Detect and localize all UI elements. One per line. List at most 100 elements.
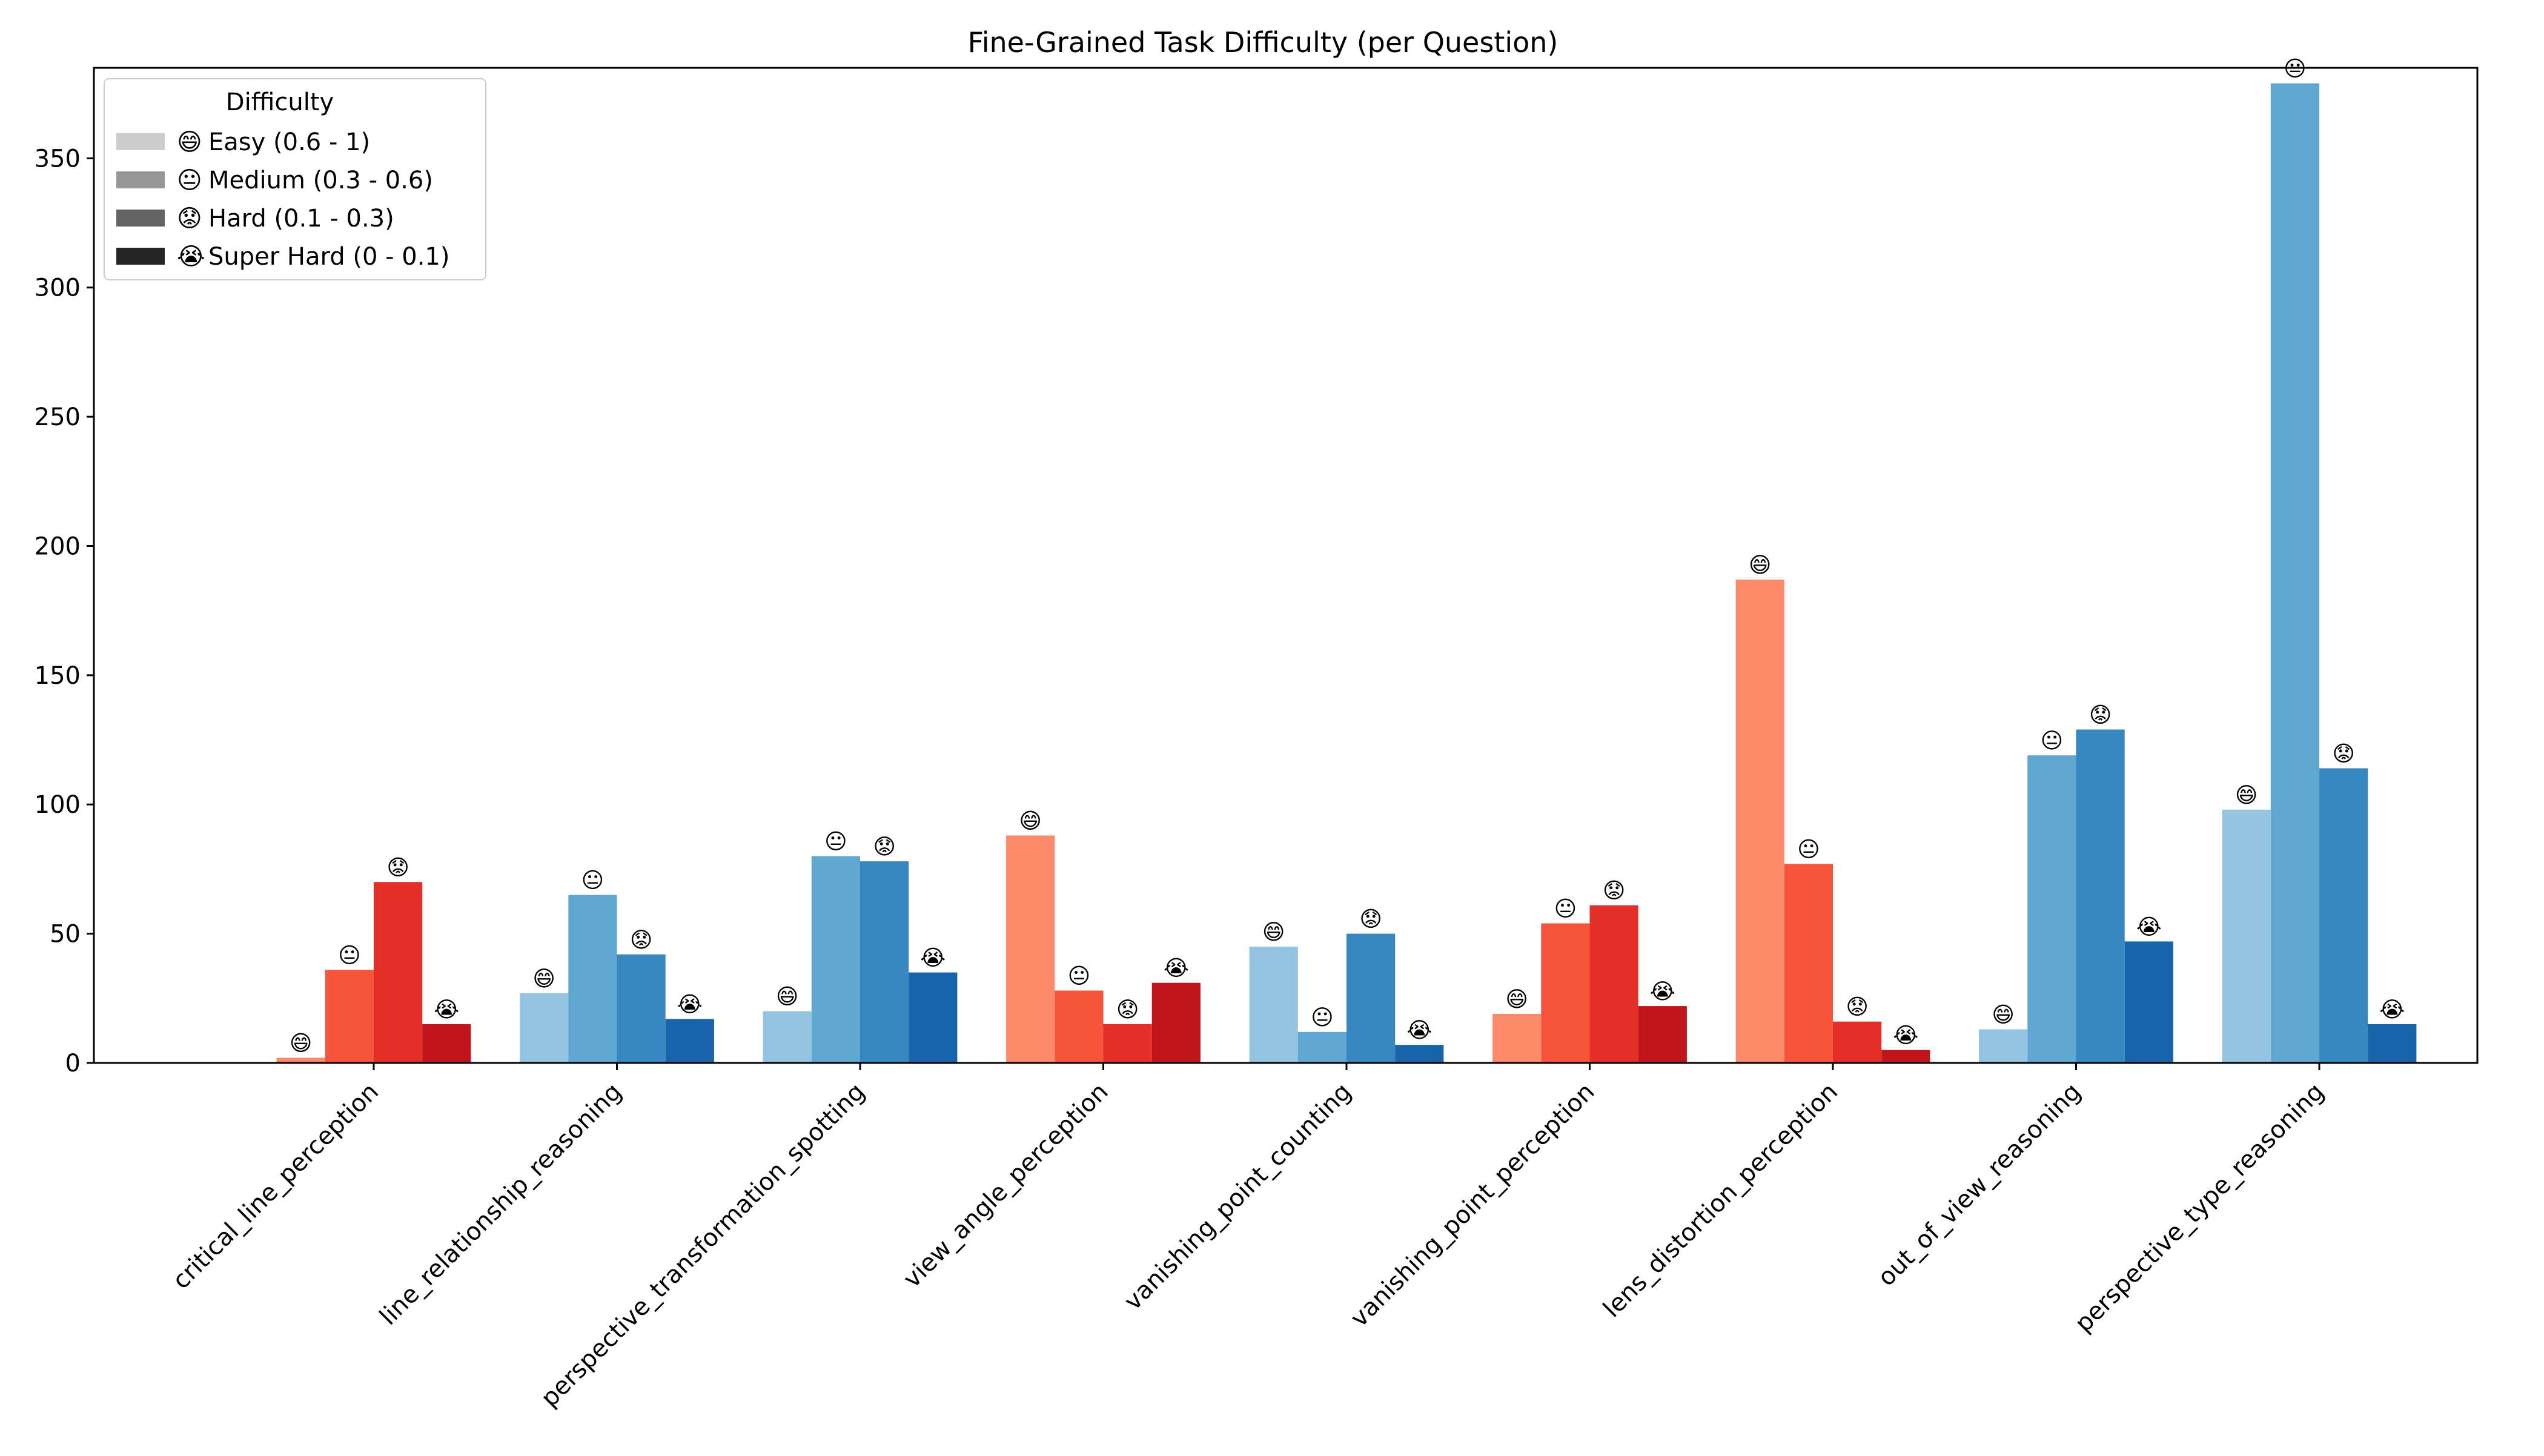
bar-view_angle_perception-0: [1006, 835, 1055, 1063]
x-tick-label: vanishing_point_counting: [1119, 1078, 1357, 1316]
difficulty-emoji: 😐: [1068, 964, 1091, 989]
difficulty-emoji: 😐: [1554, 897, 1577, 922]
bar-lens_distortion_perception-3: [1881, 1050, 1930, 1063]
y-tick-label: 200: [35, 532, 81, 560]
bar-lens_distortion_perception-0: [1735, 579, 1784, 1063]
bar-view_angle_perception-3: [1151, 982, 1201, 1063]
bar-critical_line_perception-1: [325, 970, 374, 1063]
chart-title: Fine-Grained Task Difficulty (per Questi…: [968, 26, 1559, 59]
legend-swatch: [116, 248, 165, 265]
bar-out_of_view_reasoning-0: [1979, 1029, 2028, 1063]
x-tick-label: lens_distortion_perception: [1598, 1078, 1843, 1323]
legend-label: Easy (0.6 - 1): [208, 128, 370, 156]
difficulty-emoji: 😐: [1797, 837, 1820, 862]
difficulty-emoji: 😭: [1164, 956, 1189, 981]
difficulty-emoji: 😭: [434, 998, 459, 1022]
x-tick-label: critical_line_perception: [167, 1078, 384, 1295]
difficulty-emoji: 😄: [1992, 1003, 2015, 1028]
difficulty-emoji: 😟: [1116, 998, 1139, 1022]
difficulty-emoji: 😭: [1650, 979, 1675, 1004]
difficulty-emoji: 😐: [824, 830, 847, 855]
bar-critical_line_perception-0: [276, 1057, 325, 1063]
bar-out_of_view_reasoning-3: [2124, 941, 2173, 1063]
difficulty-emoji: 😟: [1359, 907, 1382, 932]
bar-vanishing_point_counting-0: [1249, 946, 1298, 1063]
bar-out_of_view_reasoning-1: [2027, 755, 2076, 1063]
legend-swatch: [116, 133, 165, 150]
y-tick-label: 150: [35, 662, 81, 690]
bar-vanishing_point_counting-1: [1297, 1031, 1347, 1063]
bar-perspective_type_reasoning-3: [2368, 1024, 2417, 1063]
legend-box: [104, 78, 486, 280]
difficulty-emoji: 😐: [338, 943, 361, 968]
bar-perspective_type_reasoning-1: [2270, 83, 2319, 1063]
y-tick-label: 100: [35, 791, 81, 819]
legend-label: Medium (0.3 - 0.6): [208, 167, 433, 194]
bar-vanishing_point_perception-0: [1492, 1013, 1542, 1063]
bar-perspective_transformation_spotting-2: [860, 861, 909, 1063]
y-tick-label: 350: [35, 145, 81, 173]
bar-vanishing_point_perception-1: [1541, 923, 1590, 1063]
bar-lens_distortion_perception-2: [1833, 1021, 1882, 1063]
difficulty-emoji: 😟: [630, 928, 653, 953]
bar-critical_line_perception-2: [374, 882, 423, 1063]
bar-vanishing_point_counting-3: [1395, 1045, 1444, 1063]
difficulty-emoji: 😄: [1749, 553, 1772, 578]
legend-emoji: 😟: [177, 205, 202, 233]
legend-title: Difficulty: [226, 88, 334, 116]
bar-perspective_type_reasoning-0: [2222, 809, 2271, 1063]
difficulty-emoji: 😟: [386, 855, 409, 880]
legend-emoji: 😭: [177, 243, 205, 271]
bar-line_relationship_reasoning-2: [617, 954, 666, 1063]
legend-label: Hard (0.1 - 0.3): [208, 205, 394, 233]
y-tick-label: 300: [35, 274, 81, 302]
x-tick-label: line_relationship_reasoning: [374, 1078, 628, 1331]
bar-perspective_type_reasoning-2: [2319, 768, 2368, 1063]
difficulty-emoji: 😐: [581, 869, 605, 893]
legend-swatch: [116, 171, 165, 188]
difficulty-emoji: 😄: [776, 985, 799, 1010]
bar-perspective_transformation_spotting-3: [909, 972, 958, 1063]
difficulty-emoji: 😄: [2235, 783, 2258, 808]
difficulty-emoji: 😐: [2041, 729, 2064, 753]
bar-out_of_view_reasoning-2: [2076, 729, 2125, 1063]
bar-critical_line_perception-3: [422, 1024, 471, 1063]
difficulty-emoji: 😄: [1262, 920, 1285, 945]
x-tick-label: view_angle_perception: [898, 1078, 1114, 1294]
difficulty-emoji: 😭: [1406, 1018, 1432, 1043]
difficulty-emoji: 😄: [1505, 987, 1528, 1012]
difficulty-emoji: 😭: [2136, 915, 2162, 939]
bars-layer: [276, 83, 2417, 1063]
difficulty-emoji: 😟: [1603, 879, 1626, 904]
difficulty-emoji: 😭: [1893, 1024, 1918, 1048]
difficulty-emoji: 😄: [532, 967, 555, 991]
bar-line_relationship_reasoning-0: [520, 993, 569, 1063]
difficulty-emoji: 😭: [2379, 998, 2405, 1022]
difficulty-emoji: 😟: [873, 835, 896, 859]
difficulty-emoji: 😟: [2089, 703, 2112, 727]
y-tick-label: 50: [50, 921, 81, 948]
difficulty-emoji: 😐: [2284, 57, 2307, 82]
difficulty-emoji: 😭: [677, 992, 703, 1017]
legend-label: Super Hard (0 - 0.1): [208, 243, 449, 271]
bar-vanishing_point_perception-3: [1638, 1006, 1687, 1063]
y-tick-label: 0: [65, 1050, 81, 1077]
y-tick-label: 250: [35, 403, 81, 431]
bar-vanishing_point_counting-2: [1347, 933, 1396, 1063]
bar-view_angle_perception-1: [1055, 990, 1104, 1063]
bar-line_relationship_reasoning-1: [568, 895, 617, 1063]
x-tick-label: vanishing_point_perception: [1345, 1078, 1600, 1333]
difficulty-emoji: 😭: [920, 946, 946, 971]
bar-view_angle_perception-2: [1103, 1024, 1152, 1063]
difficulty-emoji: 😟: [2332, 742, 2355, 767]
difficulty-emoji: 😄: [1019, 809, 1042, 833]
bar-lens_distortion_perception-1: [1784, 864, 1833, 1063]
legend-emoji: 😄: [177, 128, 202, 156]
bar-perspective_transformation_spotting-1: [811, 856, 860, 1063]
difficulty-emoji-layer: 😄 😄 😄 😄 😄 😄 😄 😄 😄 😐 😐 😐 😐 😐 😐 😐 😐 😐 😟 😟 😟 😟 😟 😟 😟 😟 😟 😭 😭 😭 😭 😭 😭 😭 😭 😭: [290, 57, 2405, 1056]
bar-vanishing_point_perception-2: [1589, 905, 1638, 1063]
difficulty-emoji: 😐: [1311, 1005, 1334, 1030]
difficulty-emoji: 😄: [290, 1031, 313, 1056]
